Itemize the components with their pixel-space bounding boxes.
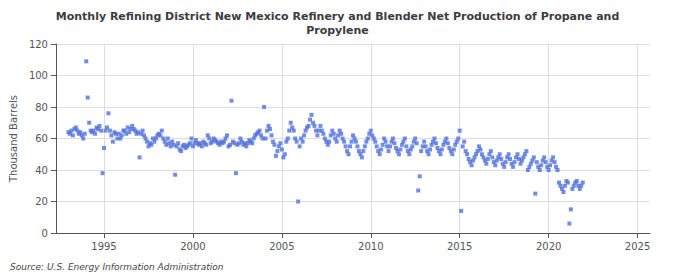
svg-text:80: 80 [35, 102, 48, 113]
svg-text:120: 120 [29, 39, 48, 50]
svg-text:2015: 2015 [447, 241, 472, 252]
svg-text:Thousand Barrels: Thousand Barrels [8, 95, 19, 183]
svg-text:60: 60 [35, 133, 48, 144]
svg-text:40: 40 [35, 165, 48, 176]
svg-text:2025: 2025 [625, 241, 650, 252]
svg-text:2000: 2000 [180, 241, 205, 252]
svg-text:1995: 1995 [91, 241, 116, 252]
svg-text:Monthly Refining District New: Monthly Refining District New Mexico Ref… [56, 10, 620, 23]
svg-text:0: 0 [42, 228, 48, 239]
svg-text:100: 100 [29, 70, 48, 81]
svg-text:Source: U.S. Energy Informatio: Source: U.S. Energy Information Administ… [10, 262, 224, 272]
svg-text:2020: 2020 [536, 241, 561, 252]
svg-text:2010: 2010 [358, 241, 383, 252]
svg-text:Propylene: Propylene [306, 24, 369, 37]
svg-text:2005: 2005 [269, 241, 294, 252]
svg-text:20: 20 [35, 196, 48, 207]
